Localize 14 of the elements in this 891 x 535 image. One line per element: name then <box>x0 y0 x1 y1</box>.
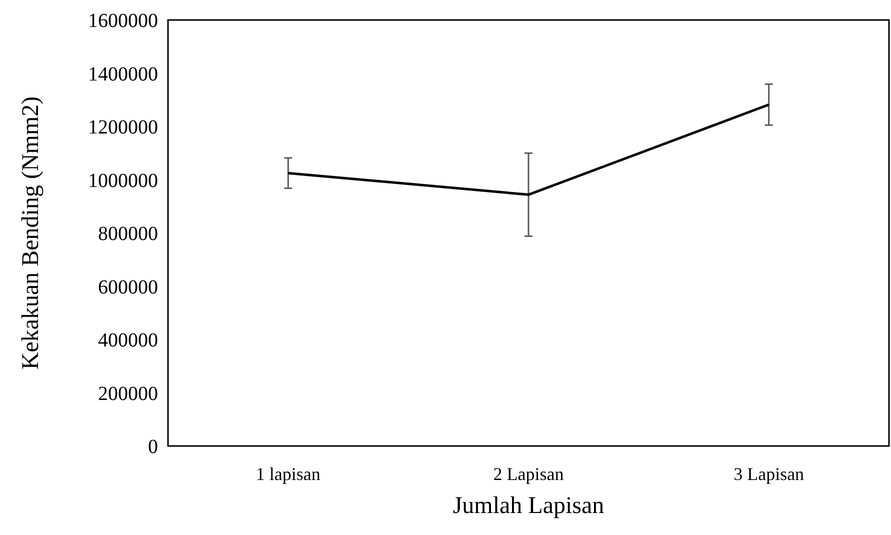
y-tick-label: 1400000 <box>88 63 158 86</box>
x-tick-label: 3 Lapisan <box>734 464 804 484</box>
x-axis-title: Jumlah Lapisan <box>452 493 604 519</box>
y-tick-label: 800000 <box>98 223 158 245</box>
x-tick-label: 1 lapisan <box>256 464 320 484</box>
y-tick-label: 600000 <box>98 276 158 298</box>
y-tick-label: 200000 <box>98 382 158 405</box>
y-tick-label: 1600000 <box>88 10 158 32</box>
y-tick-label: 1000000 <box>88 170 158 192</box>
y-tick-label: 400000 <box>98 330 158 352</box>
x-tick-label: 2 Lapisan <box>493 464 564 484</box>
y-tick-label: 0 <box>148 436 158 458</box>
y-axis-title: Kekakuan Bending (Nmm2) <box>18 96 44 370</box>
y-tick-label: 1200000 <box>88 116 158 138</box>
